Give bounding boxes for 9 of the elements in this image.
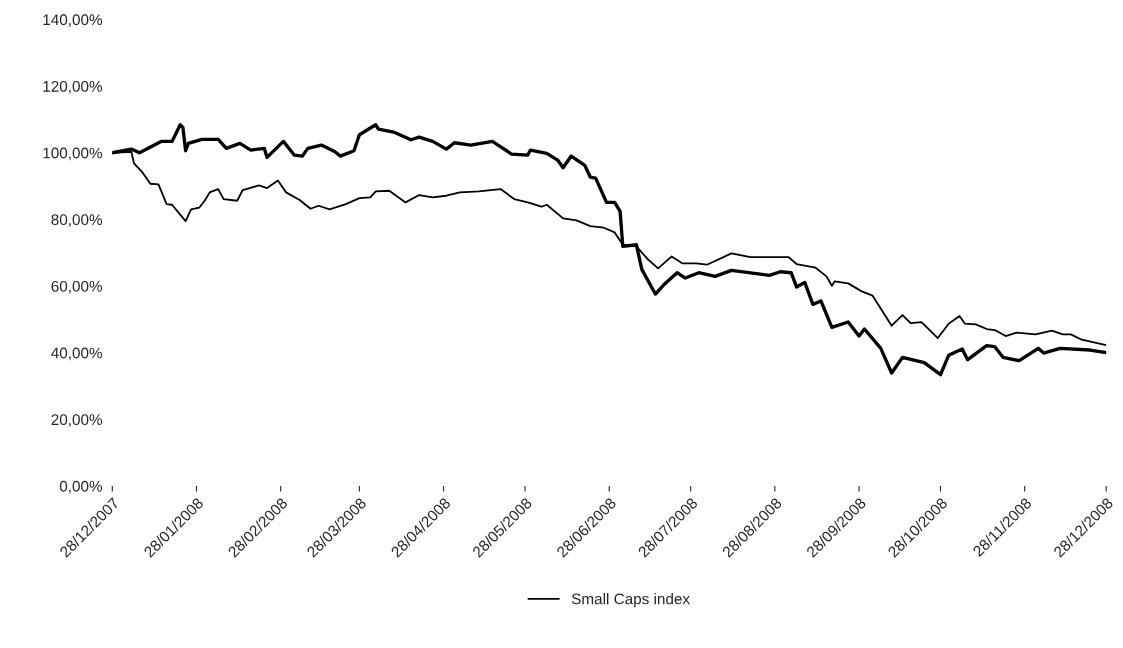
y-tick-label: 100,00% — [43, 147, 103, 161]
y-tick-label: 80,00% — [51, 214, 103, 227]
y-tick-label: 140,00% — [43, 14, 103, 27]
y-tick-label: 120,00% — [43, 80, 103, 94]
legend-label: Small Caps index — [571, 593, 690, 608]
y-tick-label: 20,00% — [51, 414, 103, 427]
y-tick-label: 0,00% — [59, 480, 103, 494]
y-tick-label: 60,00% — [51, 280, 103, 294]
y-tick-label: 40,00% — [51, 347, 103, 361]
